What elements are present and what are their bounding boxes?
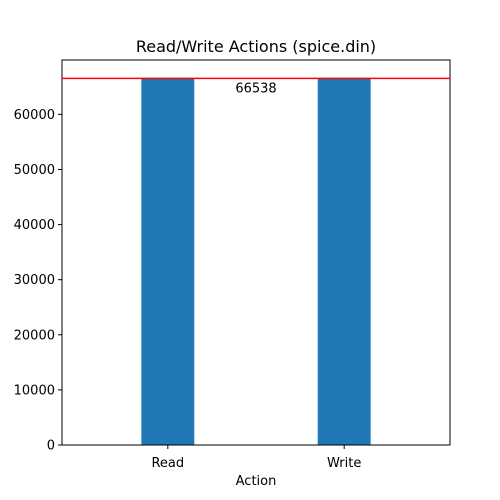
y-tick-label: 50000 xyxy=(14,163,55,178)
chart-title: Read/Write Actions (spice.din) xyxy=(136,37,376,56)
reference-line-label: 66538 xyxy=(235,81,276,96)
y-tick-label: 60000 xyxy=(14,108,55,123)
y-tick-label: 0 xyxy=(47,439,55,454)
y-tick-label: 40000 xyxy=(14,218,55,233)
bar-read xyxy=(141,78,195,445)
y-tick-label: 10000 xyxy=(14,383,55,398)
bar-write xyxy=(317,78,371,445)
plot-area: 0 10000 20000 30000 40000 50000 60000 Read Write… xyxy=(14,59,451,471)
x-axis-label: Action xyxy=(236,474,277,489)
y-tick-label: 20000 xyxy=(14,328,55,343)
y-tick-label: 30000 xyxy=(14,273,55,288)
x-tick-label: Read xyxy=(151,456,184,471)
x-tick-label: Write xyxy=(327,456,361,471)
axes-frame xyxy=(61,59,451,446)
